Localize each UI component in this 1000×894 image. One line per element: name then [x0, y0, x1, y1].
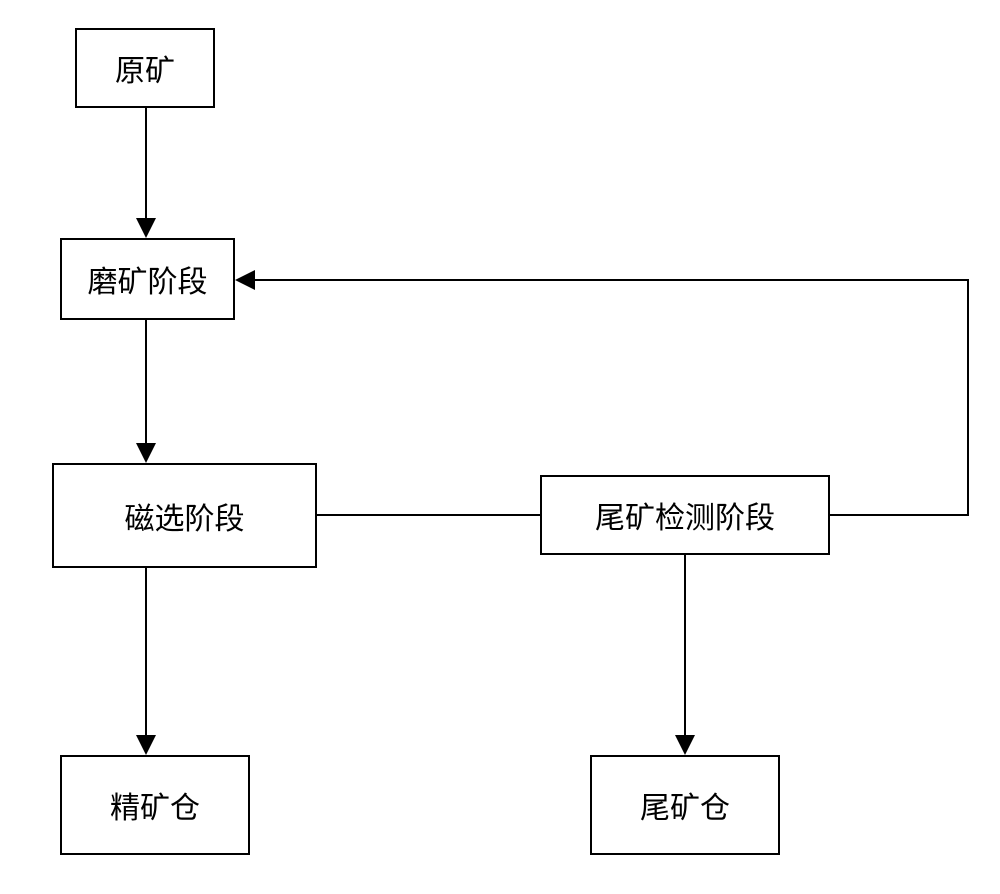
node-concentrate: 精矿仓 — [60, 755, 250, 855]
node-grinding-label: 磨矿阶段 — [88, 257, 208, 301]
node-grinding: 磨矿阶段 — [60, 238, 235, 320]
node-magnetic-label: 磁选阶段 — [125, 494, 245, 538]
node-raw-ore-label: 原矿 — [115, 46, 175, 90]
node-raw-ore: 原矿 — [75, 28, 215, 108]
node-tailings-detect: 尾矿检测阶段 — [540, 475, 830, 555]
node-tailings-detect-label: 尾矿检测阶段 — [595, 493, 775, 537]
flowchart-container: 原矿 磨矿阶段 磁选阶段 尾矿检测阶段 精矿仓 尾矿仓 — [0, 0, 1000, 894]
node-tailings-label: 尾矿仓 — [640, 783, 730, 827]
node-magnetic: 磁选阶段 — [52, 463, 317, 568]
node-tailings: 尾矿仓 — [590, 755, 780, 855]
node-concentrate-label: 精矿仓 — [110, 783, 200, 827]
